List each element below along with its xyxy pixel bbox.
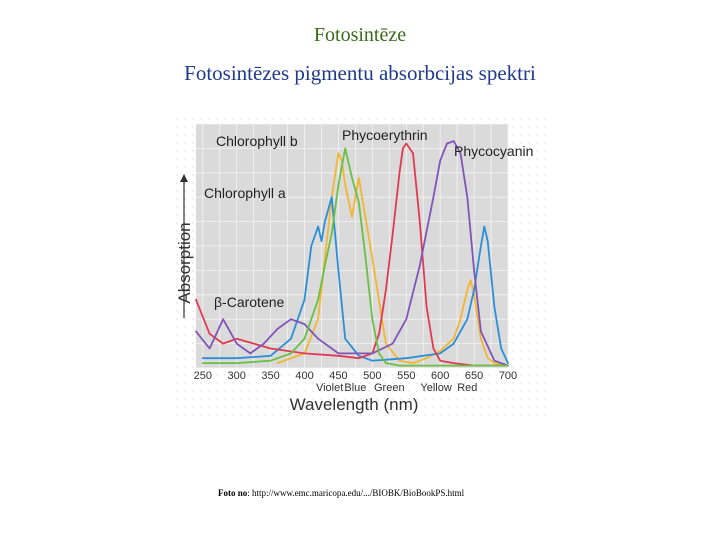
x-tick-label: 700	[499, 370, 517, 382]
series-line-1	[201, 196, 509, 365]
series-group	[195, 140, 509, 367]
x-tick-label: 350	[261, 370, 279, 382]
series-label-3: Phycocyanin	[454, 143, 533, 159]
x-tick-label: 500	[363, 370, 381, 382]
series-line-3	[195, 140, 509, 367]
x-tick-label: 400	[295, 370, 313, 382]
x-ticks: 250 300 350 400 450 500 550 600 650 700	[194, 370, 518, 382]
absorption-spectra-chart: Chlorophyll b Chlorophyll a Phycoerythrin P…	[168, 118, 560, 424]
color-band-labels: Violet Blue Green Yellow Red	[316, 382, 477, 394]
footer-label: Foto no	[218, 488, 248, 498]
x-tick-label: 250	[194, 370, 212, 382]
series-label-0: Chlorophyll b	[216, 133, 298, 149]
source-footer: Foto no: http://www.emc.maricopa.edu/...…	[218, 488, 464, 498]
page-subtitle: Fotosintēzes pigmentu absorbcijas spektr…	[184, 61, 536, 85]
series-label-2: Phycoerythrin	[342, 127, 428, 143]
color-band-label: Yellow	[420, 382, 451, 394]
chart-svg: Chlorophyll b Chlorophyll a Phycoerythrin P…	[175, 118, 552, 422]
footer-url: : http://www.emc.maricopa.edu/.../BIOBK/…	[247, 488, 465, 498]
x-tick-label: 600	[431, 370, 449, 382]
label-group: Chlorophyll b Chlorophyll a Phycoerythrin P…	[204, 127, 533, 310]
series-label-1: Chlorophyll a	[204, 185, 286, 201]
series-line-4	[201, 147, 509, 367]
x-axis-label: Wavelength (nm)	[290, 395, 419, 414]
y-axis-label: Absorption	[175, 222, 194, 303]
series-line-2	[195, 142, 509, 367]
x-tick-label: 650	[465, 370, 483, 382]
x-tick-label: 300	[228, 370, 246, 382]
x-tick-label: 550	[397, 370, 415, 382]
page-title: Fotosintēze	[313, 24, 407, 46]
color-band-label: Green	[374, 382, 405, 394]
color-band-label: Blue	[344, 382, 366, 394]
color-band-label: Red	[457, 382, 477, 394]
x-tick-label: 450	[329, 370, 347, 382]
grid	[196, 123, 509, 369]
series-label-4: β-Carotene	[214, 294, 285, 310]
y-axis-arrowhead	[180, 174, 188, 182]
color-band-label: Violet	[316, 382, 343, 394]
